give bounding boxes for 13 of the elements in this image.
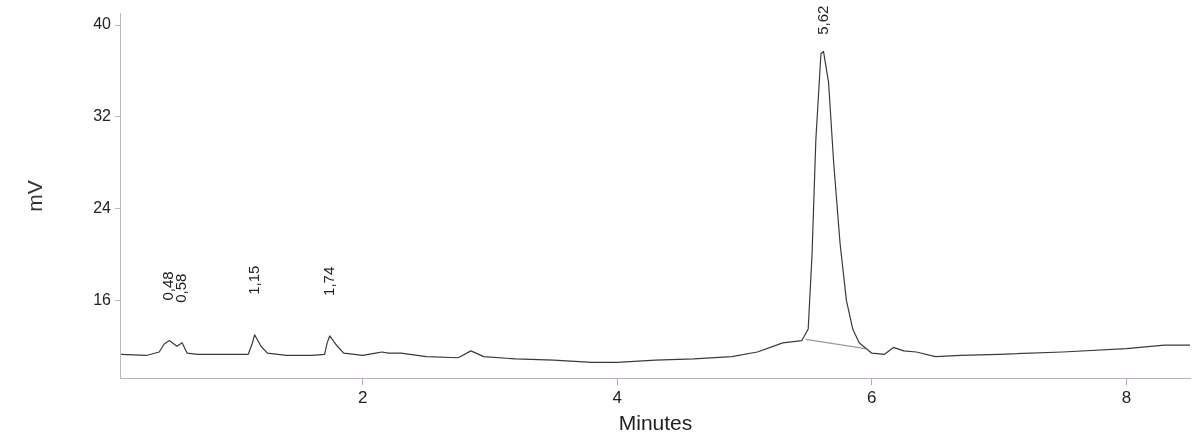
y-tick-label: 16 <box>93 290 112 308</box>
x-tick-label: 8 <box>1121 388 1132 408</box>
x-tick-label: 2 <box>358 388 368 408</box>
annotation: 1,15 <box>244 265 262 295</box>
y-tick-label: 40 <box>93 15 112 33</box>
annotation: 5,62 <box>813 5 831 35</box>
x-tick-label: 4 <box>612 388 623 408</box>
x-tick-label: 6 <box>867 388 877 408</box>
y-tick-label: 32 <box>93 107 112 125</box>
annotation: 1,74 <box>319 266 337 296</box>
y-tick-label: 24 <box>93 199 112 217</box>
x-axis-title: Minutes <box>618 411 693 435</box>
y-axis-title: mV <box>23 180 47 212</box>
